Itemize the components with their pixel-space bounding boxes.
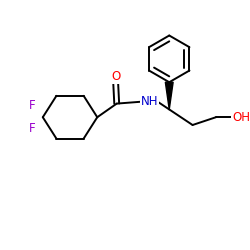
Text: NH: NH: [141, 95, 158, 108]
Text: F: F: [29, 99, 35, 112]
Text: OH: OH: [232, 111, 250, 124]
Text: F: F: [29, 122, 35, 136]
Text: O: O: [111, 70, 120, 83]
Polygon shape: [165, 82, 173, 110]
